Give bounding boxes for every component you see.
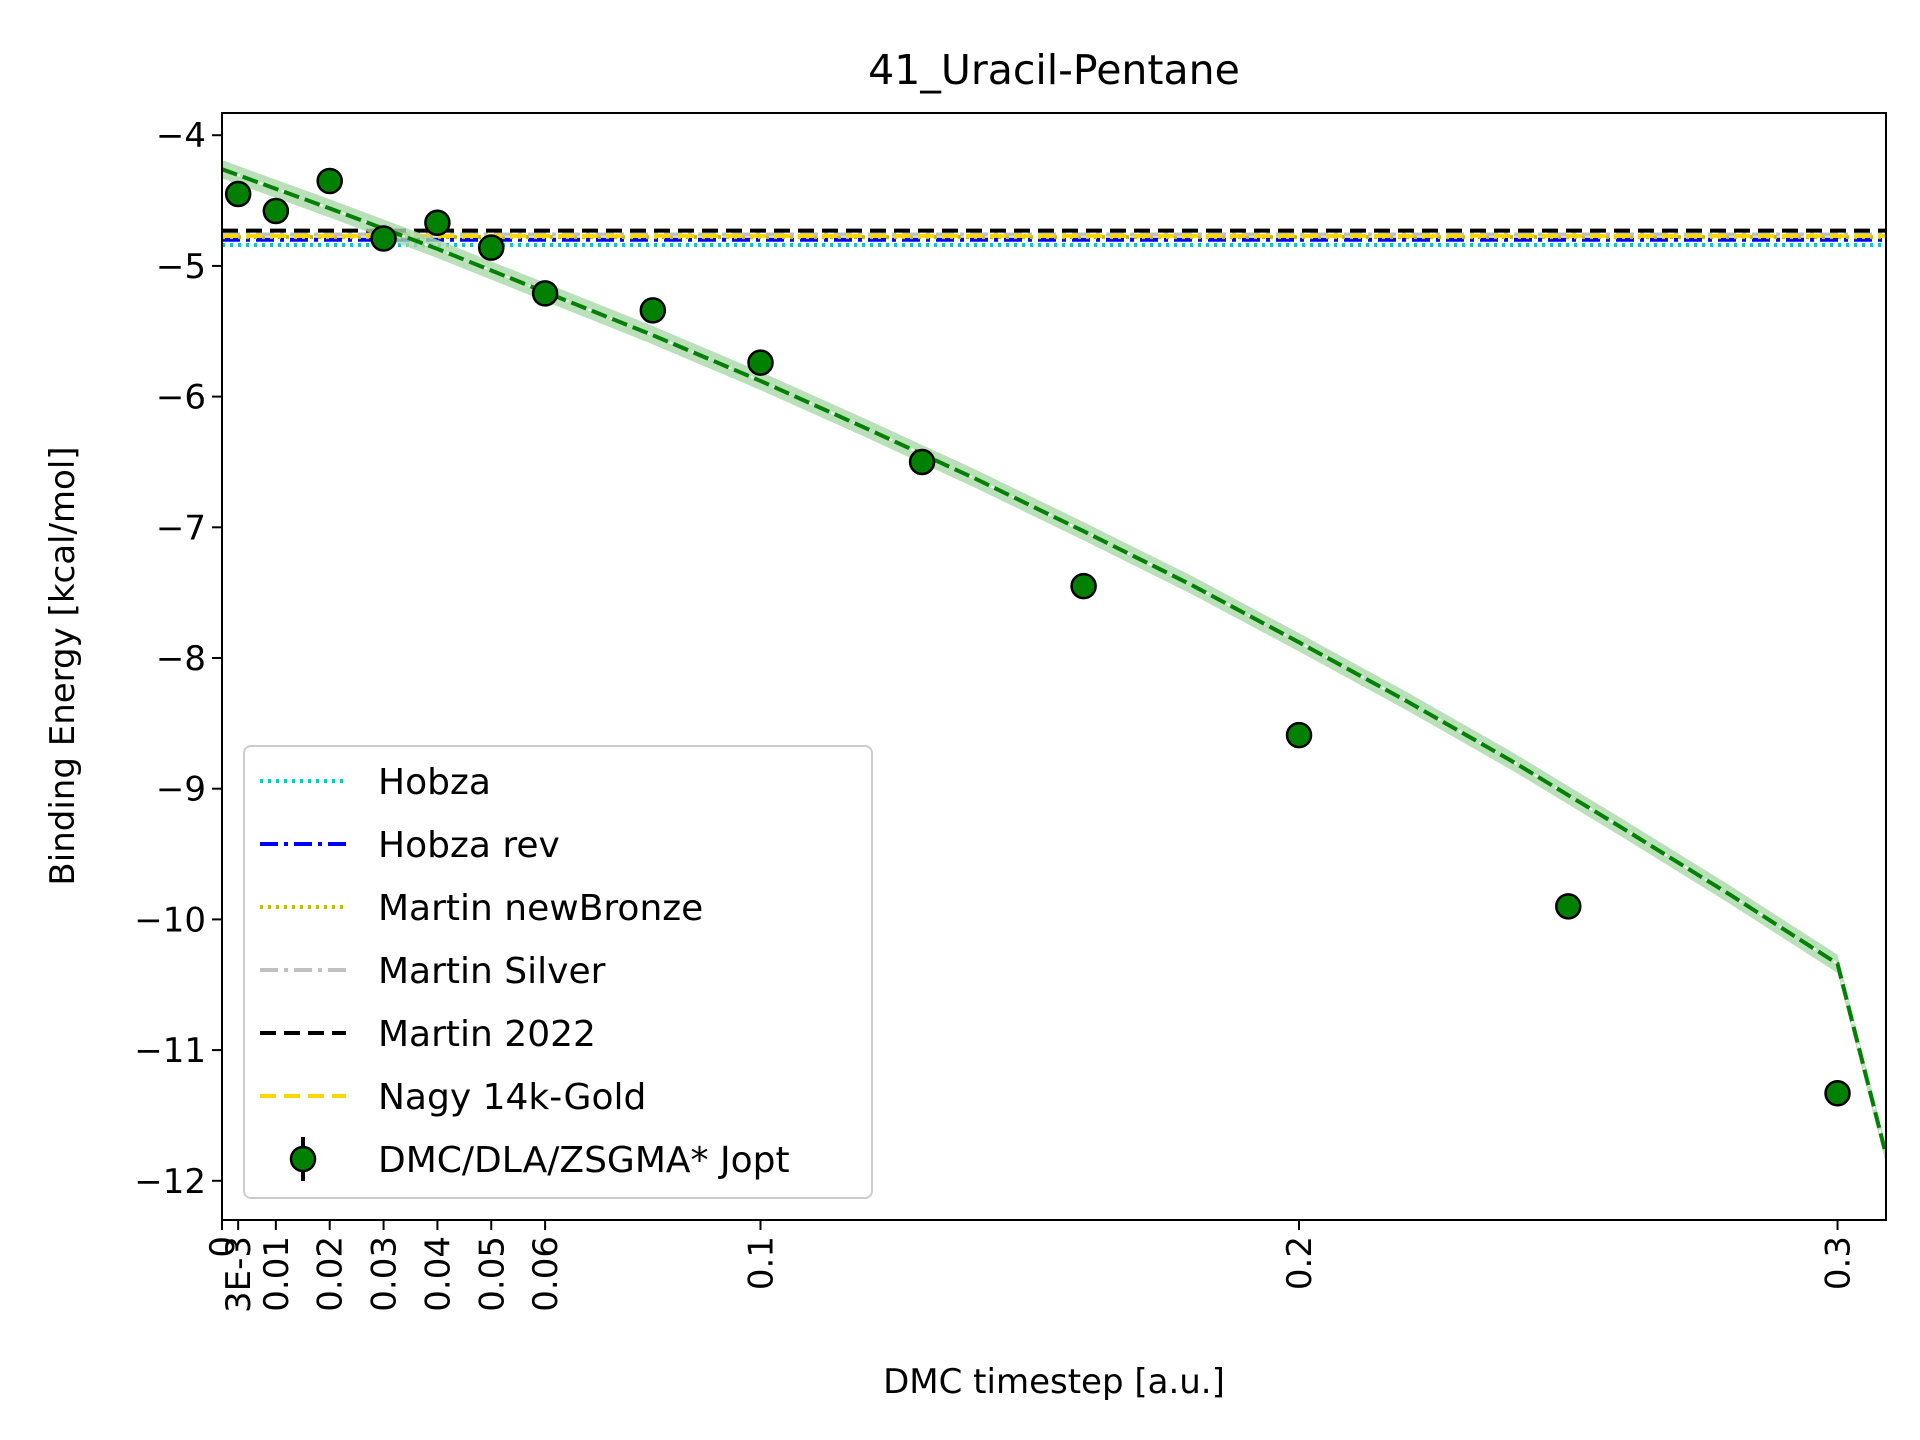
data-point bbox=[478, 234, 505, 261]
y-tick-label: −6 bbox=[156, 378, 206, 418]
data-point bbox=[1555, 893, 1582, 920]
legend: Hobza Hobza rev Martin newBronze Martin Sil… bbox=[243, 745, 873, 1199]
plot-area bbox=[222, 160, 1886, 1164]
legend-marker bbox=[289, 1145, 317, 1173]
legend-label-5: Nagy 14k-Gold bbox=[378, 1077, 646, 1118]
x-tick-label: 0.02 bbox=[311, 1236, 351, 1312]
x-axis-title: DMC timestep [a.u.] bbox=[883, 1362, 1225, 1402]
x-tick-label: 0.2 bbox=[1280, 1236, 1320, 1290]
data-point bbox=[370, 225, 397, 252]
x-tick-label: 0.04 bbox=[418, 1236, 458, 1312]
fit-line bbox=[222, 167, 1886, 1156]
x-tick-label: 0.03 bbox=[365, 1236, 405, 1312]
x-tick-label: 0 bbox=[203, 1236, 243, 1258]
y-tick-label: −9 bbox=[156, 770, 206, 810]
legend-label-0: Hobza bbox=[378, 762, 491, 803]
y-tick-label: −10 bbox=[134, 900, 206, 940]
y-tick-label: −11 bbox=[134, 1031, 206, 1071]
data-point bbox=[424, 209, 451, 237]
x-tick-label: 3E-3 bbox=[219, 1236, 259, 1313]
legend-box bbox=[243, 745, 873, 1199]
y-tick-label: −12 bbox=[134, 1162, 206, 1202]
legend-label-series: DMC/DLA/ZSGMA* Jopt bbox=[378, 1140, 790, 1181]
data-point bbox=[1285, 721, 1313, 749]
data-point bbox=[262, 197, 290, 225]
data-point bbox=[224, 180, 252, 208]
legend-label-4: Martin 2022 bbox=[378, 1014, 596, 1055]
data-point bbox=[1824, 1079, 1851, 1107]
data-point bbox=[316, 167, 343, 195]
data-point bbox=[908, 448, 936, 476]
y-tick-label: −5 bbox=[156, 247, 206, 287]
x-tick-label: 0.3 bbox=[1819, 1236, 1859, 1290]
y-tick-label: −4 bbox=[156, 116, 206, 156]
data-point bbox=[1070, 572, 1097, 600]
axes-frame bbox=[221, 112, 1887, 1221]
legend-label-1: Hobza rev bbox=[378, 825, 560, 866]
legend-label-2: Martin newBronze bbox=[378, 888, 703, 929]
y-axis-title: Binding Energy [kcal/mol] bbox=[43, 446, 83, 885]
y-tick-label: −7 bbox=[156, 508, 206, 548]
x-tick-label: 0.05 bbox=[472, 1236, 512, 1312]
chart-title: 41_Uracil-Pentane bbox=[868, 46, 1240, 94]
y-tick-label: −8 bbox=[156, 639, 206, 679]
x-axis: 03E-30.01 0.02 0.03 0.04 0.05 0.06 0.1 0.2 0.3 bbox=[203, 1220, 1859, 1313]
legend-label-3: Martin Silver bbox=[378, 951, 606, 992]
x-tick-label: 0.06 bbox=[526, 1236, 566, 1312]
y-axis: −4 −5 −6 −7 −8 −9 −10 −11 −12 bbox=[134, 116, 222, 1202]
data-point bbox=[639, 297, 667, 324]
data-point bbox=[747, 349, 774, 376]
data-point bbox=[531, 280, 559, 307]
x-tick-label: 0.1 bbox=[742, 1236, 782, 1290]
x-tick-label: 0.01 bbox=[257, 1236, 297, 1312]
